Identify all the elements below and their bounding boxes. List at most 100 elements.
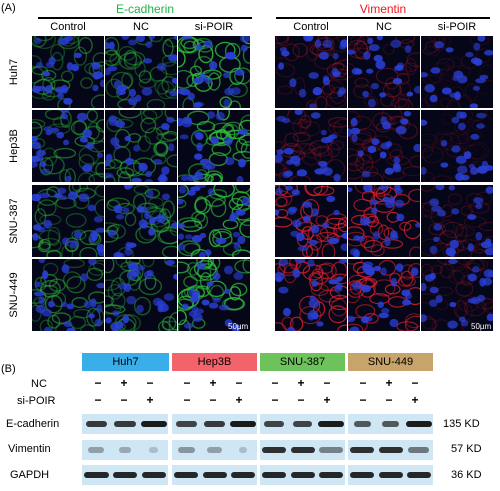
- blot-band: [203, 421, 226, 427]
- col-label-control-vim: Control: [293, 21, 329, 33]
- blot-strip-vimentin-huh7: [82, 440, 168, 460]
- row-label-snu449: SNU-449: [8, 272, 20, 318]
- blot-band: [175, 421, 197, 427]
- sign-nc-3-0: −: [359, 376, 367, 390]
- blot-band: [262, 447, 287, 453]
- condition-label-nc: NC: [31, 378, 47, 390]
- sign-sipoir-1-1: −: [209, 393, 217, 407]
- blot-band: [353, 421, 371, 427]
- blot-strip-gapdh-snu-449: [348, 465, 433, 485]
- panel-b-label: (B): [1, 363, 16, 375]
- micrograph-vimentin-snu449-sipoir: [421, 259, 493, 331]
- ecadherin-title: E-cadherin: [115, 2, 175, 16]
- blot-band: [118, 447, 132, 453]
- micrograph-ecadherin-huh7-nc: [105, 36, 177, 108]
- lane-head-snu449: SNU-449: [348, 353, 433, 371]
- micrograph-vimentin-hep3b-control: [275, 110, 347, 182]
- sign-nc-2-0: −: [271, 376, 279, 390]
- blot-band: [114, 421, 136, 427]
- blot-strip-gapdh-huh7: [82, 465, 168, 485]
- col-label-nc-vim: NC: [376, 21, 392, 33]
- row-label-snu387: SNU-387: [8, 198, 20, 244]
- col-label-sipoir-ecad: si-POIR: [194, 21, 234, 33]
- micrograph-ecadherin-huh7-control: [32, 36, 104, 108]
- scale-bar-ecad: [230, 332, 248, 334]
- blot-strip-e-cadherin-hep3b: [172, 414, 257, 434]
- blot-band: [406, 421, 432, 427]
- micrograph-ecadherin-snu387-nc: [105, 185, 177, 257]
- blot-band: [408, 447, 430, 453]
- blot-strip-gapdh-hep3b: [172, 465, 257, 485]
- col-label-control-ecad: Control: [50, 21, 86, 33]
- micrograph-vimentin-snu449-nc: [348, 259, 420, 331]
- blot-band: [230, 472, 255, 478]
- sign-nc-1-1: +: [209, 376, 217, 390]
- kd-ecadherin: 135 KD: [443, 418, 480, 430]
- blot-band: [318, 447, 343, 453]
- blot-label-ecadherin: E-cadherin: [6, 418, 60, 430]
- micrograph-ecadherin-snu449-control: [32, 259, 104, 331]
- blot-strip-vimentin-snu-387: [260, 440, 345, 460]
- blot-label-gapdh: GAPDH: [10, 469, 50, 481]
- sign-nc-1-0: −: [183, 376, 191, 390]
- blot-band: [318, 472, 343, 478]
- micrograph-vimentin-huh7-sipoir: [421, 36, 493, 108]
- micrograph-vimentin-huh7-nc: [348, 36, 420, 108]
- row-label-huh7: Huh7: [8, 58, 20, 86]
- micrograph-ecadherin-hep3b-control: [32, 110, 104, 182]
- sign-nc-0-0: −: [94, 376, 102, 390]
- blot-band: [202, 472, 227, 478]
- blot-band: [264, 421, 285, 427]
- blot-band: [112, 472, 138, 478]
- blot-band: [206, 447, 223, 453]
- sign-nc-3-2: −: [411, 376, 419, 390]
- sign-nc-0-2: −: [146, 376, 154, 390]
- blot-strip-e-cadherin-snu-449: [348, 414, 433, 434]
- blot-label-vimentin: Vimentin: [8, 443, 51, 455]
- blot-band: [290, 447, 315, 453]
- col-label-nc-ecad: NC: [133, 21, 149, 33]
- scale-label-ecad: 50µm: [228, 322, 249, 331]
- lane-head-huh7: Huh7: [82, 353, 169, 371]
- lane-head-snu387: SNU-387: [260, 353, 345, 371]
- row-label-hep3b: Hep3B: [8, 129, 20, 163]
- micrograph-vimentin-huh7-control: [275, 36, 347, 108]
- micrograph-vimentin-hep3b-sipoir: [421, 110, 493, 182]
- blot-band: [406, 472, 431, 478]
- sign-nc-2-2: −: [323, 376, 331, 390]
- sign-sipoir-2-1: −: [297, 393, 305, 407]
- blot-band: [84, 472, 109, 478]
- kd-vimentin: 57 KD: [451, 443, 482, 455]
- micrograph-ecadherin-snu387-control: [32, 185, 104, 257]
- scale-bar-vim: [473, 332, 491, 334]
- micrograph-vimentin-snu449-control: [275, 259, 347, 331]
- lane-head-hep3b: Hep3B: [172, 353, 257, 371]
- micrograph-ecadherin-hep3b-sipoir: [178, 110, 250, 182]
- blot-band: [177, 447, 195, 453]
- blot-band: [292, 421, 313, 427]
- ecadherin-rule: [38, 17, 252, 19]
- blot-band: [140, 421, 167, 427]
- micrograph-vimentin-snu387-control: [275, 185, 347, 257]
- blot-strip-e-cadherin-snu-387: [260, 414, 345, 434]
- blot-band: [382, 421, 399, 427]
- sign-nc-1-2: −: [235, 376, 243, 390]
- micrograph-ecadherin-snu449-nc: [105, 259, 177, 331]
- micrograph-vimentin-hep3b-nc: [348, 110, 420, 182]
- micrograph-ecadherin-snu387-sipoir: [178, 185, 250, 257]
- sign-nc-3-1: +: [385, 376, 393, 390]
- blot-strip-vimentin-hep3b: [172, 440, 257, 460]
- blot-band: [318, 421, 344, 427]
- blot-band: [350, 447, 375, 453]
- col-label-sipoir-vim: si-POIR: [437, 21, 477, 33]
- blot-band: [378, 447, 403, 453]
- sign-sipoir-1-0: −: [183, 393, 191, 407]
- micrograph-vimentin-snu387-sipoir: [421, 185, 493, 257]
- sign-sipoir-1-2: +: [235, 393, 243, 407]
- micrograph-ecadherin-hep3b-nc: [105, 110, 177, 182]
- blot-band: [378, 472, 403, 478]
- sign-nc-0-1: +: [120, 376, 128, 390]
- sign-nc-2-1: +: [297, 376, 305, 390]
- blot-band: [88, 447, 105, 453]
- sign-sipoir-2-0: −: [271, 393, 279, 407]
